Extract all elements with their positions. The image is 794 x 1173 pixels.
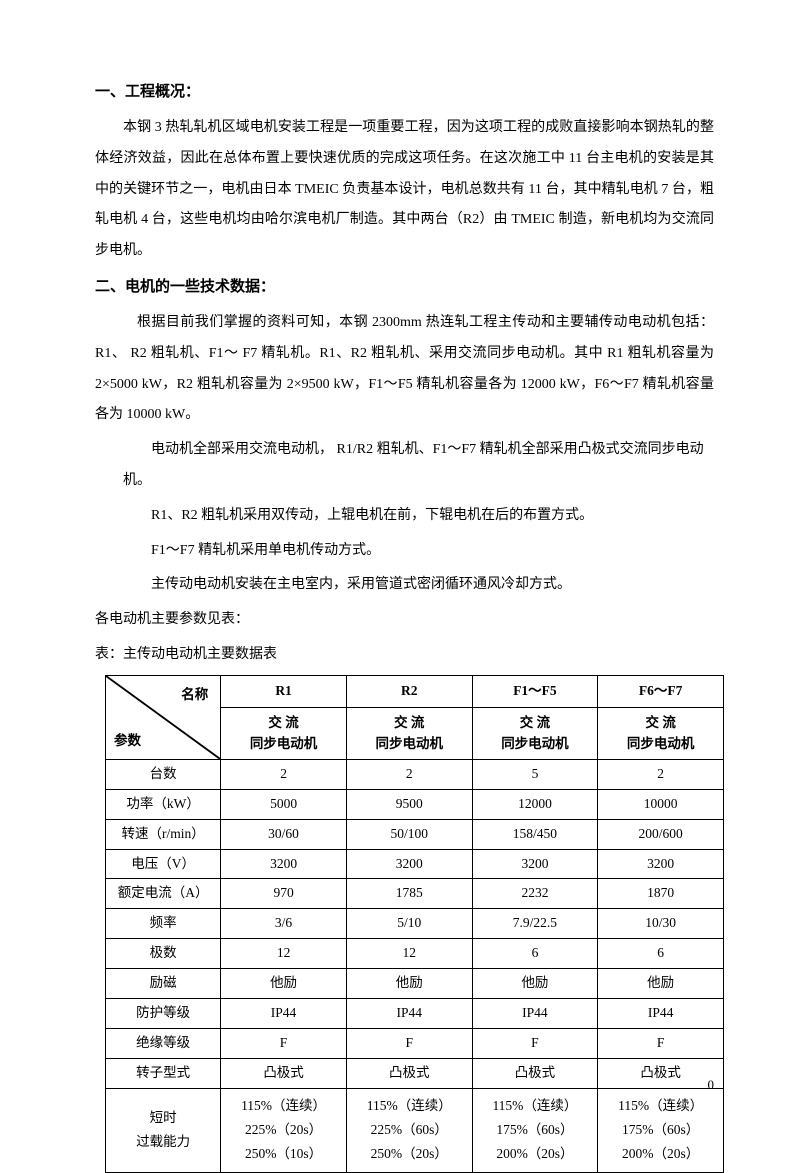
motor-data-table: 名称 参数 R1 R2 F1～F5 F6～F7 交 流同步电动机 交 流同步电动… (105, 675, 724, 1173)
cell-overload: 115%（连续）175%（60s）200%（20s） (598, 1088, 724, 1172)
diag-label-top: 名称 (181, 686, 208, 705)
cell-overload: 115%（连续）225%（20s）250%（10s） (221, 1088, 347, 1172)
cell: 凸极式 (346, 1058, 472, 1088)
subheader-c4: 交 流同步电动机 (598, 707, 724, 759)
cell: 他励 (472, 969, 598, 999)
row-label-overload: 短时过载能力 (106, 1088, 221, 1172)
row-label: 转子型式 (106, 1058, 221, 1088)
cell: 凸极式 (472, 1058, 598, 1088)
cell: IP44 (472, 998, 598, 1028)
table-row: 频率 3/6 5/10 7.9/22.5 10/30 (106, 909, 724, 939)
table-row-overload: 短时过载能力 115%（连续）225%（20s）250%（10s） 115%（连… (106, 1088, 724, 1172)
section2-line1: 电动机全部采用交流电动机， R1/R2 粗轧机、F1～F7 精轧机全部采用凸极式… (123, 435, 714, 497)
cell: 50/100 (346, 819, 472, 849)
page-number: 0 (708, 1077, 715, 1093)
cell: 2232 (472, 879, 598, 909)
cell: 3200 (472, 849, 598, 879)
cell: 他励 (346, 969, 472, 999)
header-r2: R2 (346, 675, 472, 707)
cell: 1870 (598, 879, 724, 909)
header-f1f5: F1～F5 (472, 675, 598, 707)
row-label: 转速（r/min） (106, 819, 221, 849)
cell-overload: 115%（连续）225%（60s）250%（20s） (346, 1088, 472, 1172)
table-row: 功率（kW） 5000 9500 12000 10000 (106, 789, 724, 819)
cell: 6 (472, 939, 598, 969)
row-label: 防护等级 (106, 998, 221, 1028)
cell: 10/30 (598, 909, 724, 939)
cell: 9500 (346, 789, 472, 819)
cell: 他励 (221, 969, 347, 999)
cell: 2 (346, 759, 472, 789)
section1-paragraph: 本钢 3 热轧轧机区域电机安装工程是一项重要工程，因为这项工程的成败直接影响本钢… (95, 113, 714, 267)
cell: 3200 (221, 849, 347, 879)
cell: 5000 (221, 789, 347, 819)
subheader-c3: 交 流同步电动机 (472, 707, 598, 759)
header-f6f7: F6～F7 (598, 675, 724, 707)
cell: F (472, 1028, 598, 1058)
cell: F (346, 1028, 472, 1058)
header-r1: R1 (221, 675, 347, 707)
subheader-c1: 交 流同步电动机 (221, 707, 347, 759)
table-row: 绝缘等级 F F F F (106, 1028, 724, 1058)
cell: IP44 (346, 998, 472, 1028)
diag-label-bottom: 参数 (114, 732, 141, 751)
cell: F (598, 1028, 724, 1058)
row-label: 电压（V） (106, 849, 221, 879)
cell: IP44 (221, 998, 347, 1028)
cell: 凸极式 (221, 1058, 347, 1088)
cell: 2 (221, 759, 347, 789)
cell: 7.9/22.5 (472, 909, 598, 939)
cell: IP44 (598, 998, 724, 1028)
cell-overload: 115%（连续）175%（60s）200%（20s） (472, 1088, 598, 1172)
cell: 5 (472, 759, 598, 789)
cell: 5/10 (346, 909, 472, 939)
table-row: 励磁 他励 他励 他励 他励 (106, 969, 724, 999)
subheader-c2: 交 流同步电动机 (346, 707, 472, 759)
cell: 6 (598, 939, 724, 969)
cell: 3/6 (221, 909, 347, 939)
table-row: 极数 12 12 6 6 (106, 939, 724, 969)
row-label: 功率（kW） (106, 789, 221, 819)
table-row: 防护等级 IP44 IP44 IP44 IP44 (106, 998, 724, 1028)
row-label: 额定电流（A） (106, 879, 221, 909)
table-row: 台数 2 2 5 2 (106, 759, 724, 789)
cell: 凸极式 (598, 1058, 724, 1088)
table-row: 电压（V） 3200 3200 3200 3200 (106, 849, 724, 879)
section2-line2: R1、R2 粗轧机采用双传动，上辊电机在前，下辊电机在后的布置方式。 (123, 501, 714, 532)
cell: 970 (221, 879, 347, 909)
table-intro: 各电动机主要参数见表： (95, 605, 714, 636)
cell: F (221, 1028, 347, 1058)
table-row: 转子型式 凸极式 凸极式 凸极式 凸极式 (106, 1058, 724, 1088)
cell: 158/450 (472, 819, 598, 849)
row-label: 励磁 (106, 969, 221, 999)
cell: 2 (598, 759, 724, 789)
cell: 1785 (346, 879, 472, 909)
section1-title: 一、工程概况： (95, 80, 714, 101)
cell: 12 (221, 939, 347, 969)
cell: 10000 (598, 789, 724, 819)
row-label: 极数 (106, 939, 221, 969)
cell: 3200 (346, 849, 472, 879)
section2-title: 二、电机的一些技术数据： (95, 275, 714, 296)
cell: 3200 (598, 849, 724, 879)
table-row: 转速（r/min） 30/60 50/100 158/450 200/600 (106, 819, 724, 849)
section2-para1: 根据目前我们掌握的资料可知，本钢 2300mm 热连轧工程主传动和主要辅传动电动… (95, 308, 714, 431)
table-caption: 表：主传动电动机主要数据表 (95, 640, 714, 671)
table-row: 额定电流（A） 970 1785 2232 1870 (106, 879, 724, 909)
row-label: 频率 (106, 909, 221, 939)
cell: 12 (346, 939, 472, 969)
section2-line3: F1～F7 精轧机采用单电机传动方式。 (123, 536, 714, 567)
cell: 12000 (472, 789, 598, 819)
cell: 200/600 (598, 819, 724, 849)
cell: 30/60 (221, 819, 347, 849)
section2-line4: 主传动电动机安装在主电室内，采用管道式密闭循环通风冷却方式。 (123, 570, 714, 601)
row-label: 台数 (106, 759, 221, 789)
table-diagonal-header: 名称 参数 (106, 675, 221, 759)
row-label: 绝缘等级 (106, 1028, 221, 1058)
cell: 他励 (598, 969, 724, 999)
